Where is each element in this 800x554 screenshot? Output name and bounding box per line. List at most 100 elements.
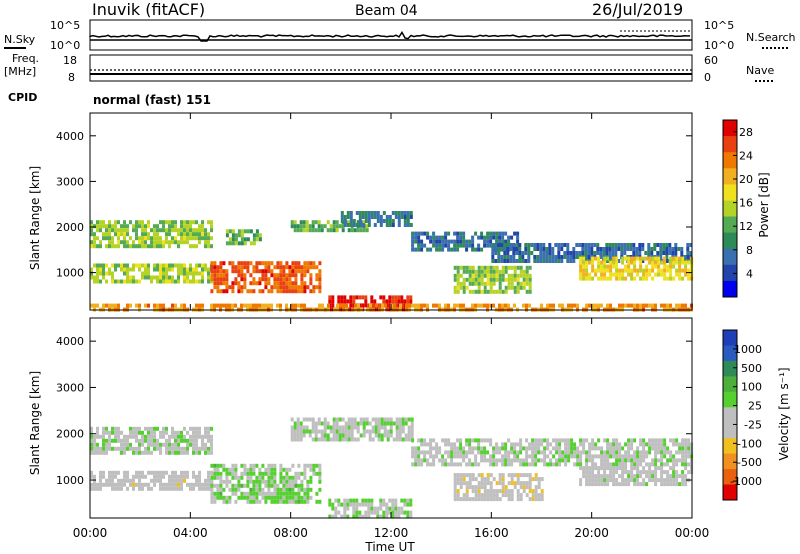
echo-cell [588, 272, 592, 277]
echo-cell [129, 303, 132, 308]
echo-cell [240, 463, 244, 468]
echo-cell [660, 442, 664, 447]
echo-region [90, 470, 213, 491]
echo-cell [486, 281, 490, 286]
echo-cell [93, 232, 96, 237]
echo-cell [525, 454, 529, 459]
echo-cell [678, 256, 682, 261]
echo-cell [126, 275, 129, 280]
echo-cell [335, 228, 339, 233]
echo-cell [459, 231, 463, 236]
echo-cell [639, 438, 643, 443]
echo-cell [444, 243, 448, 248]
echo-cell [560, 247, 564, 251]
echo-cell [243, 495, 247, 500]
echo-cell [279, 289, 283, 294]
echo-cell [288, 479, 292, 484]
echo-cell [243, 281, 247, 286]
echo-cell [273, 483, 277, 488]
echo-cell [350, 437, 354, 442]
echo-cell [192, 220, 195, 225]
echo-cell [96, 446, 99, 451]
echo-cell [554, 255, 558, 259]
echo-cell [285, 467, 289, 472]
echo-cell [465, 473, 469, 478]
echo-cell [228, 303, 231, 308]
echo-cell [618, 450, 622, 455]
echo-cell [303, 269, 307, 274]
echo-cell [294, 289, 298, 294]
echo-cell [90, 430, 93, 435]
echo-cell [165, 263, 168, 268]
echo-cell [288, 495, 292, 500]
echo-cell [528, 277, 532, 282]
echo-cell [108, 267, 111, 272]
echo-cell [379, 498, 383, 503]
echo-cell [516, 493, 520, 498]
echo-cell [513, 289, 517, 294]
echo-cell [364, 211, 368, 215]
echo-cell [507, 497, 511, 502]
echo-cell [249, 487, 253, 492]
echo-cell [93, 236, 96, 241]
echo-cell [681, 438, 685, 443]
echo-cell [90, 474, 93, 479]
echo-cell [174, 450, 177, 455]
echo-cell [468, 497, 472, 502]
echo-cell [368, 421, 372, 426]
echo-cell [225, 479, 229, 484]
echo-cell [666, 478, 670, 483]
echo-cell [150, 430, 153, 435]
echo-cell [382, 295, 386, 300]
echo-cell [525, 458, 529, 463]
echo-cell [633, 438, 637, 443]
echo-cell [355, 498, 359, 503]
echo-cell [150, 426, 153, 431]
echo-cell [585, 438, 589, 443]
echo-cell [288, 491, 292, 496]
echo-cell [174, 446, 177, 451]
echo-cell [585, 482, 589, 487]
echo-cell [597, 276, 601, 281]
echo-cell [99, 478, 102, 483]
echo-cell [343, 295, 347, 300]
echo-cell [545, 259, 549, 263]
echo-cell [105, 482, 108, 487]
echo-cell [636, 466, 640, 471]
echo-cell [453, 462, 457, 467]
echo-cell [498, 231, 502, 236]
echo-cell [138, 478, 141, 483]
echo-cell [560, 255, 564, 259]
echo-cell [569, 255, 573, 259]
echo-cell [315, 463, 319, 468]
echo-cell [156, 442, 159, 447]
echo-cell [605, 259, 609, 263]
echo-cell [480, 289, 484, 294]
echo-cell [623, 251, 627, 255]
echo-cell [373, 510, 377, 515]
echo-cell [663, 276, 667, 281]
echo-cell [135, 279, 138, 284]
echo-cell [350, 228, 354, 233]
echo-cell [388, 510, 392, 515]
echo-cell [344, 425, 348, 430]
echo-cell [648, 466, 652, 471]
echo-cell [341, 429, 345, 434]
echo-cell [617, 259, 621, 263]
echo-cell [468, 446, 472, 451]
echo-cell [642, 478, 646, 483]
echo-cell [621, 256, 625, 261]
echo-cell [391, 299, 395, 304]
echo-cell [474, 489, 478, 494]
echo-cell [465, 454, 469, 459]
echo-cell [629, 247, 633, 251]
echo-cell [111, 240, 114, 245]
echo-cell [285, 285, 289, 290]
echo-cell [276, 289, 280, 294]
echo-cell [261, 303, 264, 308]
echo-cell [573, 454, 577, 459]
echo-cell [338, 425, 342, 430]
echo-cell [201, 271, 204, 276]
echo-cell [477, 273, 481, 278]
echo-cell [276, 483, 280, 488]
